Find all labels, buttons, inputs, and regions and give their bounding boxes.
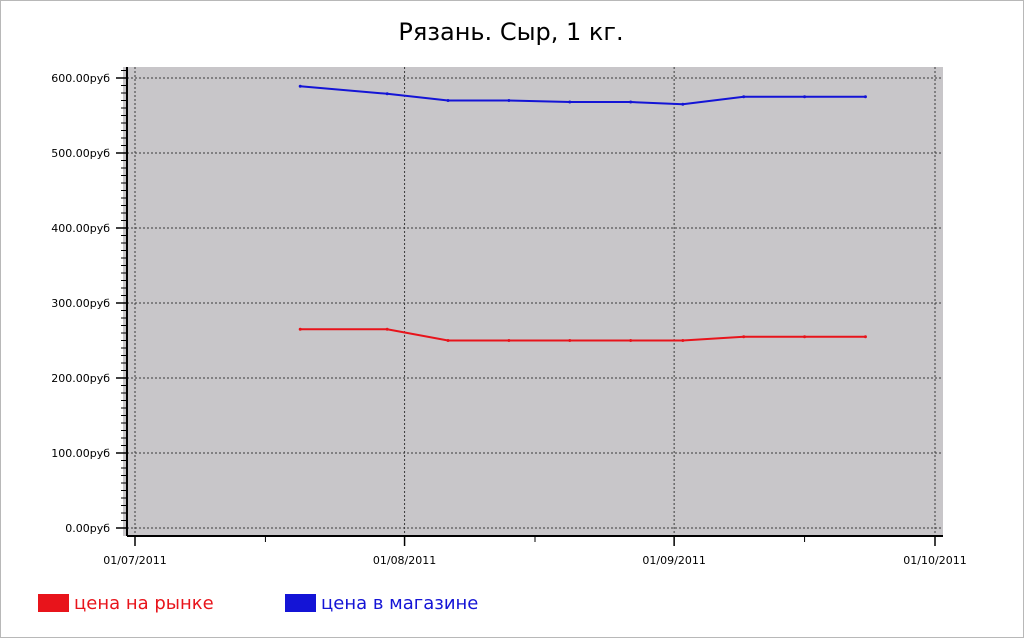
legend-label-store: цена в магазине [321, 592, 479, 614]
data-point [385, 327, 389, 331]
series-line-0 [300, 328, 866, 342]
legend-item-market: цена на рынке [38, 590, 214, 616]
y-tick-label: 100.00руб [51, 447, 110, 460]
data-point [681, 339, 685, 342]
x-tick-label: 01/08/2011 [373, 554, 436, 567]
data-point [681, 102, 685, 106]
y-tick-label: 0.00руб [65, 522, 110, 535]
data-point [568, 339, 572, 342]
data-point [803, 335, 807, 339]
legend-label-market: цена на рынке [74, 592, 214, 614]
y-tick-label: 200.00руб [51, 372, 110, 385]
data-point [385, 92, 389, 96]
data-point [507, 99, 511, 102]
y-tick-label: 600.00руб [51, 72, 110, 85]
data-point [863, 335, 867, 339]
data-point [803, 95, 807, 99]
data-point [446, 99, 450, 102]
legend-item-store: цена в магазине [285, 590, 478, 616]
data-point [629, 100, 633, 104]
data-point [446, 339, 450, 342]
data-point [863, 95, 867, 99]
legend-swatch-market [38, 594, 69, 612]
data-point [298, 327, 302, 331]
data-point [298, 84, 302, 88]
x-tick-label: 01/10/2011 [903, 554, 966, 567]
data-point [568, 100, 572, 104]
y-tick-label: 300.00руб [51, 297, 110, 310]
y-tick-label: 400.00руб [51, 222, 110, 235]
series-line-1 [300, 85, 866, 106]
x-tick-label: 01/07/2011 [103, 554, 166, 567]
x-tick-label: 01/09/2011 [642, 554, 705, 567]
data-point [507, 339, 511, 342]
legend-swatch-store [285, 594, 316, 612]
plot-area [123, 67, 943, 536]
data-point [742, 335, 746, 339]
data-point [629, 339, 633, 342]
y-tick-label: 500.00руб [51, 147, 110, 160]
chart-title: Рязань. Сыр, 1 кг. [398, 18, 624, 46]
data-point [742, 95, 746, 99]
